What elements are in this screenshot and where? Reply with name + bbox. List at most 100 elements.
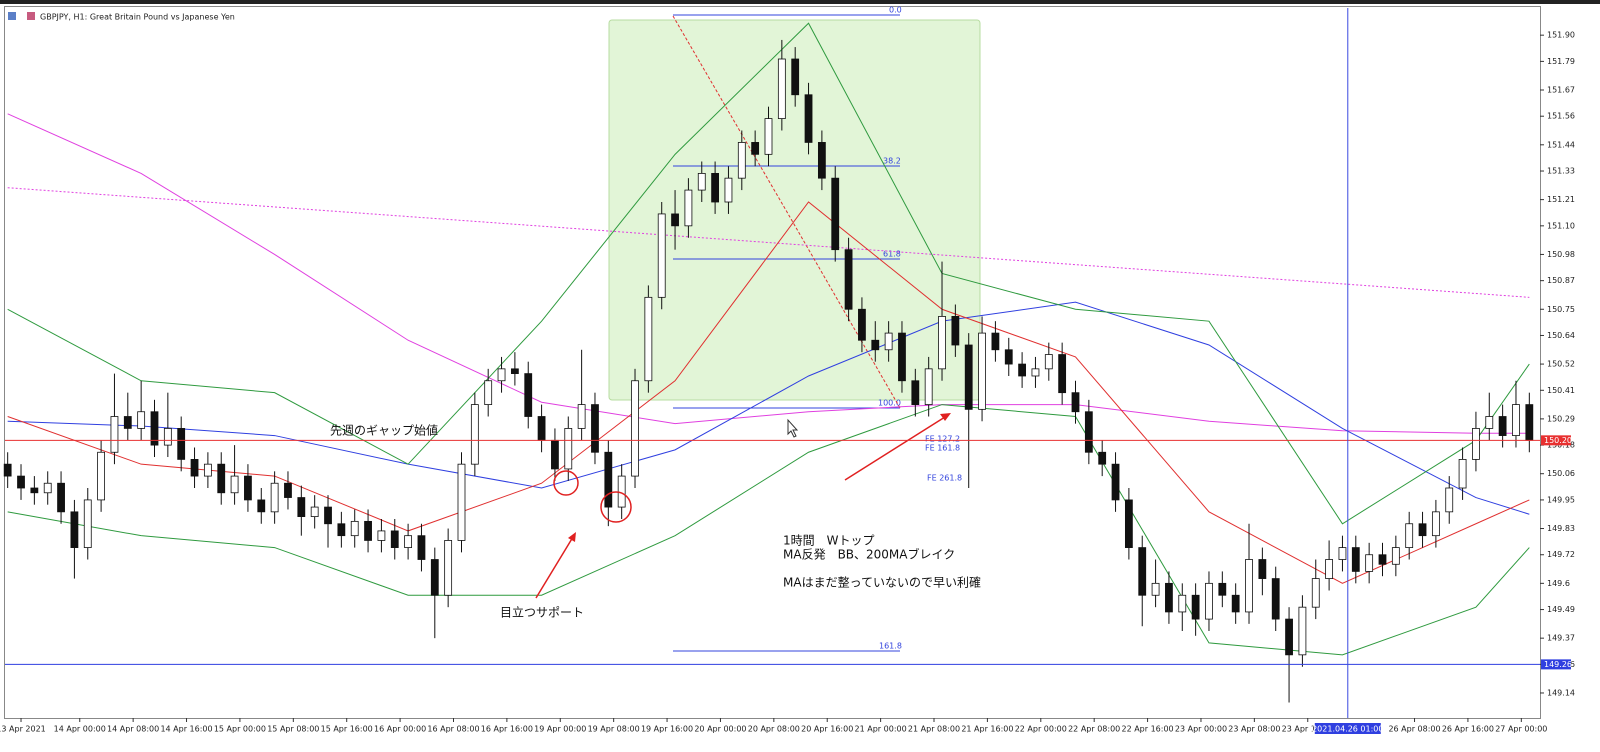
- candle-body: [604, 451, 613, 508]
- candle-body: [684, 189, 693, 227]
- candle-body: [1431, 511, 1440, 537]
- candle-body: [1218, 582, 1227, 596]
- candle-body: [203, 463, 212, 477]
- candle-body: [377, 530, 386, 541]
- highlight-circle: [553, 470, 579, 496]
- x-tick-label: 16 Apr 16:00: [481, 725, 533, 734]
- candle-body: [817, 142, 826, 179]
- candle-body: [871, 339, 880, 351]
- candle-body: [1165, 582, 1173, 613]
- candle-body: [484, 380, 493, 405]
- candle-body: [924, 368, 933, 405]
- x-tick-label: 14 Apr 08:00: [107, 725, 159, 734]
- candle-body: [70, 511, 79, 548]
- fib-label: 0.0: [889, 6, 902, 15]
- x-tick-label: 22 Apr 16:00: [1121, 725, 1173, 734]
- candle-body: [1044, 354, 1053, 370]
- crosshair-label-bg: [1314, 723, 1381, 734]
- candle-body: [110, 416, 119, 453]
- x-tick-label: 19 Apr 00:00: [534, 725, 586, 734]
- x-tick-label: 20 Apr 08:00: [748, 725, 800, 734]
- candle-body: [791, 58, 800, 96]
- candle-body: [324, 506, 332, 525]
- candle-body: [1405, 523, 1414, 548]
- zone-box: [608, 19, 981, 401]
- candle-body: [1365, 554, 1374, 572]
- x-tick-label: 20 Apr 16:00: [801, 725, 853, 734]
- candle-body: [190, 459, 199, 477]
- marks: [3, 22, 1534, 703]
- fe-label: FE 161.8: [925, 444, 960, 453]
- arrow-head: [940, 413, 951, 421]
- x-tick-label: 15 Apr 00:00: [214, 725, 266, 734]
- fib-label: 161.8: [879, 642, 902, 651]
- candle-body: [991, 332, 1000, 351]
- x-tick-label: 19 Apr 08:00: [588, 725, 640, 734]
- candle-body: [1325, 559, 1334, 579]
- x-tick-label: 22 Apr 08:00: [1068, 725, 1120, 734]
- indicator-line: [7, 404, 1530, 656]
- candle-body: [1124, 499, 1133, 548]
- x-tick-label: 26 Apr 08:00: [1388, 725, 1440, 734]
- candle-body: [1285, 618, 1293, 656]
- y-tick-label: 150.75: [1547, 305, 1575, 314]
- candle-body: [911, 380, 920, 405]
- highlight-circle: [600, 491, 632, 523]
- candle-body: [1031, 368, 1040, 377]
- candle-body: [470, 404, 479, 465]
- candle-body: [1485, 416, 1494, 429]
- candle-body: [671, 213, 679, 227]
- candle-body: [1151, 582, 1160, 596]
- price-label-bg: [1541, 659, 1571, 670]
- candle-body: [510, 368, 519, 375]
- candle-body: [337, 523, 346, 537]
- candle-body: [591, 404, 599, 453]
- y-tick-label: 149.14: [1547, 688, 1575, 697]
- indicator-line: [7, 22, 1530, 525]
- y-tick-label: 150.29: [1547, 414, 1575, 423]
- candle-body: [1271, 578, 1280, 620]
- candle-body: [1231, 594, 1240, 613]
- candle-body: [230, 475, 239, 494]
- candle-body: [844, 249, 853, 310]
- candle-body: [284, 482, 292, 498]
- candle-body: [737, 142, 746, 179]
- candle-body: [978, 332, 986, 410]
- icon: [27, 12, 35, 20]
- candle-body: [751, 142, 760, 155]
- candle-body: [3, 463, 12, 477]
- candle-body: [1472, 428, 1480, 460]
- candle-body: [150, 411, 159, 446]
- y-tick-label: 151.21: [1547, 195, 1575, 204]
- x-tick-label: 27 Apr 00:00: [1495, 725, 1547, 734]
- y-tick-label: 150.41: [1547, 386, 1575, 395]
- candle-body: [444, 540, 453, 596]
- candle-body: [777, 58, 786, 119]
- annotations: 先週のギャップ始値 目立つサポート 1時間 Wトップ MA反発 BB、200MA…: [330, 413, 981, 620]
- x-tick-label: 21 Apr 16:00: [961, 725, 1013, 734]
- candle-body: [1458, 459, 1467, 489]
- candle-body: [938, 316, 946, 370]
- candle-body: [1418, 523, 1427, 537]
- x-tick-label: 14 Apr 00:00: [54, 725, 106, 734]
- x-tick-label: 23 Apr 16:00: [1282, 725, 1334, 734]
- x-tick-label: 16 Apr 00:00: [374, 725, 426, 734]
- x-tick-label: 15 Apr 16:00: [321, 725, 373, 734]
- candle-body: [97, 451, 106, 501]
- x-tick-label: 14 Apr 16:00: [160, 725, 212, 734]
- candle-body: [1391, 547, 1400, 565]
- candle-body: [457, 463, 466, 541]
- candle-body: [270, 482, 279, 513]
- candle-body: [1191, 594, 1200, 620]
- candle-body: [244, 475, 252, 501]
- x-tick-label: 19 Apr 16:00: [641, 725, 693, 734]
- candle-body: [711, 173, 720, 203]
- arrow-head: [568, 532, 576, 542]
- candle-body: [1245, 559, 1253, 613]
- x-tick-label: 22 Apr 00:00: [1015, 725, 1067, 734]
- arrow: [844, 416, 946, 481]
- y-tick-label: 150.87: [1547, 276, 1575, 285]
- candle-body: [123, 416, 132, 429]
